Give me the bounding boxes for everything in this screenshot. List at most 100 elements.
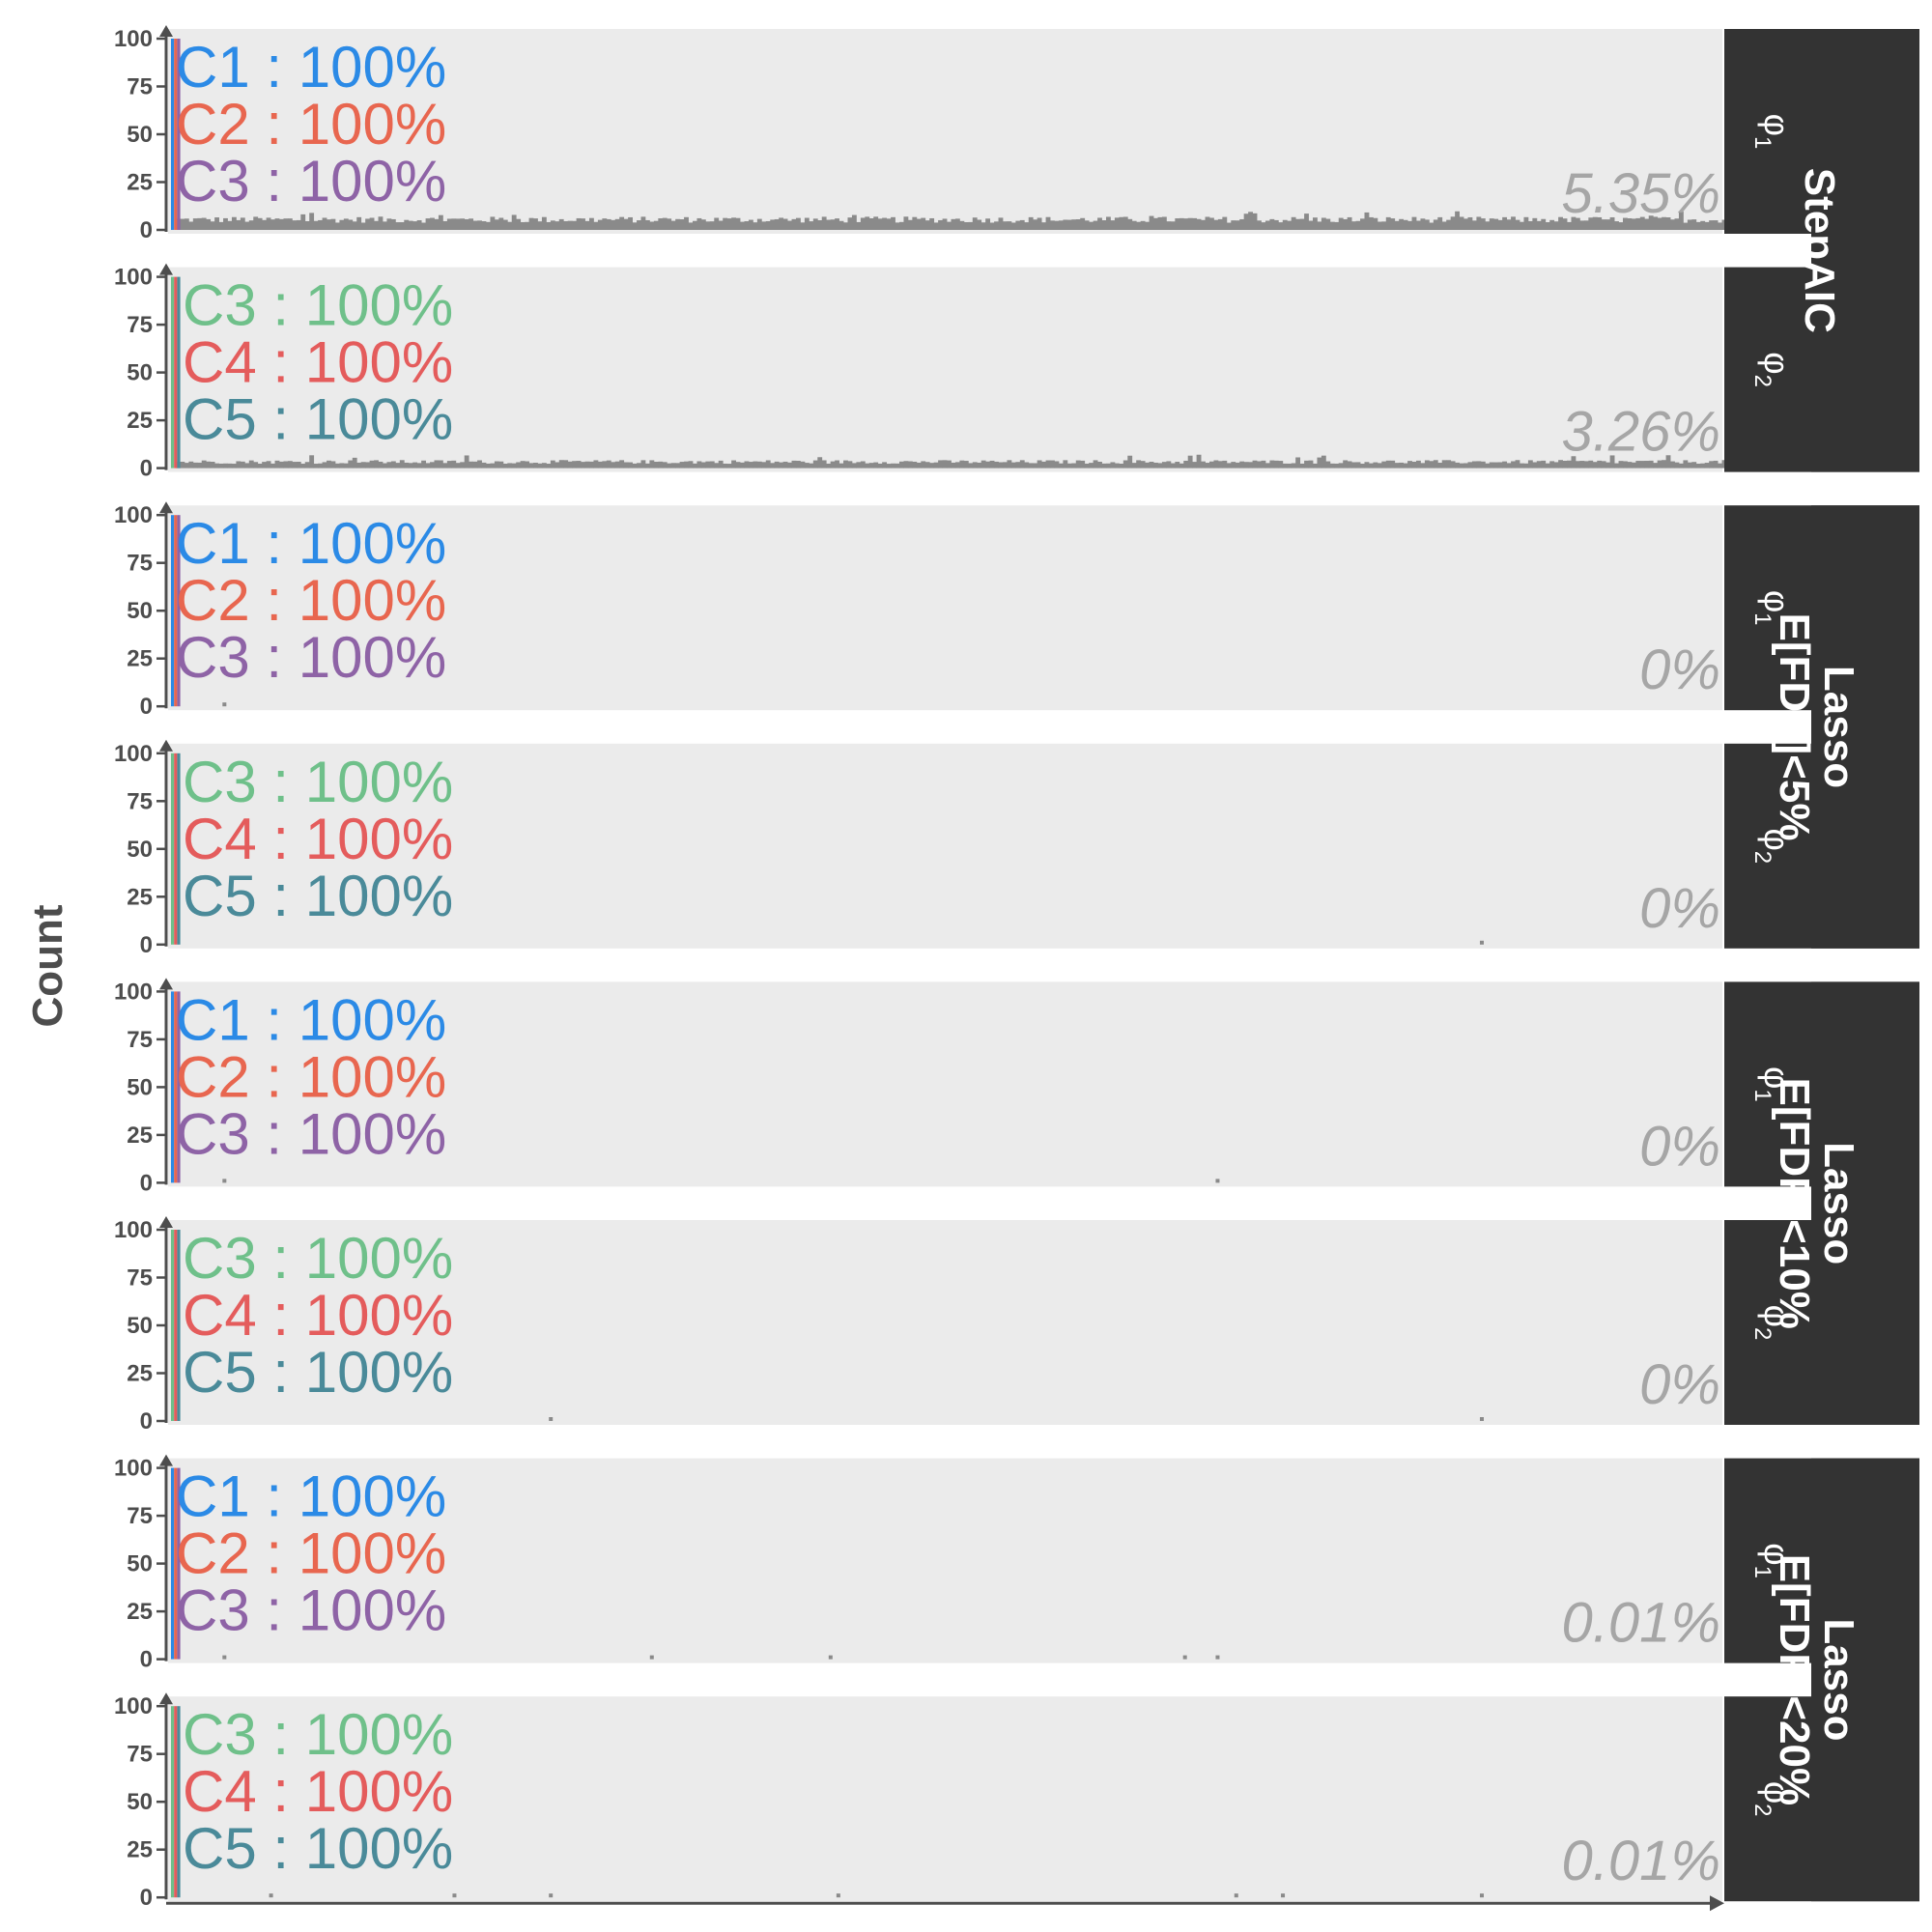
noise-bar [693, 463, 697, 469]
noise-bar [602, 461, 608, 469]
noise-bar [735, 217, 741, 230]
noise-bar [1093, 220, 1098, 230]
noise-bar [446, 461, 452, 469]
noise-bar [327, 219, 331, 230]
noise-bar [838, 220, 844, 230]
noise-bar [455, 218, 461, 230]
y-tick-label: 100 [114, 741, 153, 767]
noise-bar [1063, 219, 1068, 230]
noise-bar [1140, 461, 1146, 469]
noise-bar [502, 463, 508, 469]
noise-bar [1575, 217, 1580, 230]
noise-bar [1037, 217, 1042, 230]
noise-bar [356, 462, 362, 469]
phi-strip-label: φ2 [1749, 1781, 1797, 1817]
noise-bar [408, 463, 413, 469]
noise-bar [1627, 218, 1633, 230]
noise-bar [998, 462, 1004, 469]
noise-bar [1614, 463, 1619, 469]
noise-bar [1106, 463, 1111, 469]
noise-bar [1597, 460, 1603, 469]
noise-bar [1609, 455, 1615, 469]
noise-bar [774, 461, 780, 469]
noise-bar [253, 462, 259, 469]
y-tick-label: 100 [114, 1693, 153, 1719]
noise-bar [782, 461, 788, 469]
noise-bar [300, 464, 306, 469]
noise-bar [709, 461, 715, 469]
y-tick-label: 50 [127, 122, 153, 148]
noise-bar [843, 222, 848, 230]
y-tick-label: 75 [127, 1265, 153, 1292]
noise-bar [947, 460, 952, 469]
sparse-bar [1281, 1893, 1286, 1898]
legend-entry: C1 : 100% [176, 511, 446, 576]
noise-bar [1252, 460, 1258, 469]
noise-bar [558, 218, 564, 230]
noise-bar [921, 461, 926, 469]
noise-bar [1373, 462, 1378, 469]
noise-bar [933, 222, 939, 230]
noise-bar [830, 461, 836, 469]
noise-bar [787, 462, 792, 469]
noise-bar [959, 460, 965, 469]
noise-bar [1549, 461, 1555, 469]
noise-bar [593, 221, 599, 230]
noise-bar [464, 455, 469, 469]
noise-bar [1695, 464, 1701, 469]
noise-bar [1101, 463, 1107, 469]
noise-bar [180, 461, 185, 469]
noise-bar [434, 218, 440, 230]
noise-bar [899, 221, 904, 230]
noise-bar [486, 463, 491, 469]
noise-bar [1054, 220, 1060, 230]
noise-bar [1127, 455, 1133, 469]
noise-bar [980, 460, 986, 469]
noise-bar [1662, 216, 1666, 230]
noise-bar [313, 464, 319, 469]
noise-bar [1674, 218, 1680, 230]
noise-bar [1700, 220, 1706, 230]
true-variable-bar [174, 753, 178, 945]
noise-bar [1373, 217, 1378, 230]
noise-bar [679, 219, 685, 230]
noise-bar [942, 218, 948, 230]
noise-bar [1119, 216, 1124, 230]
noise-bar [817, 457, 823, 469]
noise-bar [1183, 218, 1189, 230]
noise-bar [723, 463, 728, 469]
method-strip [1811, 1458, 1919, 1902]
noise-bar [1420, 218, 1426, 230]
noise-bar [1575, 461, 1580, 469]
noise-bar [1179, 463, 1184, 469]
noise-bar [1601, 219, 1606, 230]
noise-bar [1063, 460, 1068, 469]
noise-bar [597, 461, 603, 469]
noise-bar [959, 220, 965, 230]
method-strip-label: LassoE[FDP]<5% [1771, 613, 1862, 841]
noise-bar [1161, 216, 1167, 230]
x-axis-arrow [1710, 1895, 1724, 1912]
noise-bar [369, 460, 375, 469]
noise-bar [1670, 219, 1675, 230]
noise-bar [740, 221, 745, 230]
noise-bar [770, 463, 776, 469]
noise-bar [395, 222, 401, 230]
noise-bar [1527, 460, 1533, 469]
noise-bar [753, 461, 758, 469]
noise-bar [830, 219, 836, 230]
noise-bar [283, 218, 289, 230]
noise-bar [1520, 463, 1524, 469]
noise-bar [1084, 463, 1090, 469]
noise-bar [912, 216, 918, 230]
noise-bar [1592, 462, 1598, 469]
sparse-bar [1182, 1655, 1187, 1660]
noise-bar [1045, 460, 1051, 469]
noise-bar [304, 220, 310, 230]
noise-bar [989, 460, 995, 469]
noise-bar [972, 217, 978, 230]
percent-label: 3.26% [1562, 401, 1720, 464]
true-variable-bar [174, 1706, 178, 1898]
noise-bar [1041, 461, 1046, 469]
noise-bar [1019, 460, 1025, 469]
